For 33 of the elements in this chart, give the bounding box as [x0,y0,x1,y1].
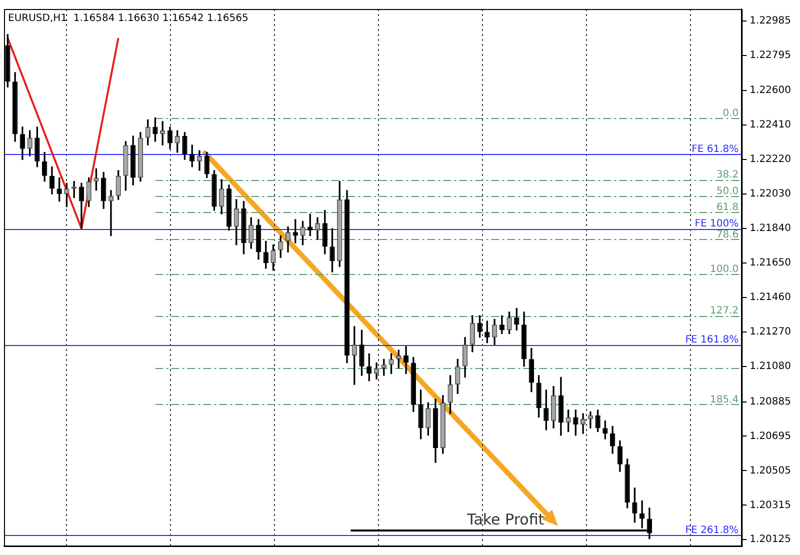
y-tick-label: 1.22410 [750,120,792,131]
annotation: 61.8 [716,202,739,214]
y-tick-label: 1.21460 [750,292,792,304]
y-tick-label: 1.20505 [750,465,792,476]
y-tick-label: 1.21840 [750,223,792,234]
y-tick-label: 1.20125 [750,534,792,546]
annotation: 0.0 [722,108,739,119]
candlestick [580,413,586,434]
y-tick-label: 1.21650 [750,258,792,269]
y-tick-label: 1.21080 [750,360,792,372]
y-tick-label: 1.21270 [750,326,792,338]
y-tick-label: 1.22795 [750,50,792,61]
y-tick-label: 1.20315 [750,500,792,511]
annotation: 78.6 [716,229,739,240]
candlestick [196,150,202,171]
y-tick-label: 1.22220 [750,154,792,166]
annotation: 50.0 [716,186,739,197]
y-tick-label: 1.20695 [750,430,792,442]
ref-line-label: FE 100% [694,218,739,230]
annotation: 100.0 [710,264,739,275]
ref-line-label: FE 61.8% [692,144,739,156]
ref-line-label: FE 261.8% [685,525,739,536]
y-tick-label: 1.22985 [750,15,792,26]
candlestick [108,190,114,236]
ref-line-label: FE 161.8% [685,334,739,346]
y-tick-label: 1.22030 [750,188,792,200]
annotation: 38.2 [716,170,739,181]
y-tick-label: 1.22600 [750,85,792,96]
ref-line-label: Take Profit [466,510,544,529]
y-tick-label: 1.20885 [750,396,792,408]
annotation: 127.2 [710,306,739,317]
chart-title: EURUSD,H1 1.16584 1.16630 1.16542 1.16565 [8,13,248,24]
annotation: 185.4 [710,394,739,406]
